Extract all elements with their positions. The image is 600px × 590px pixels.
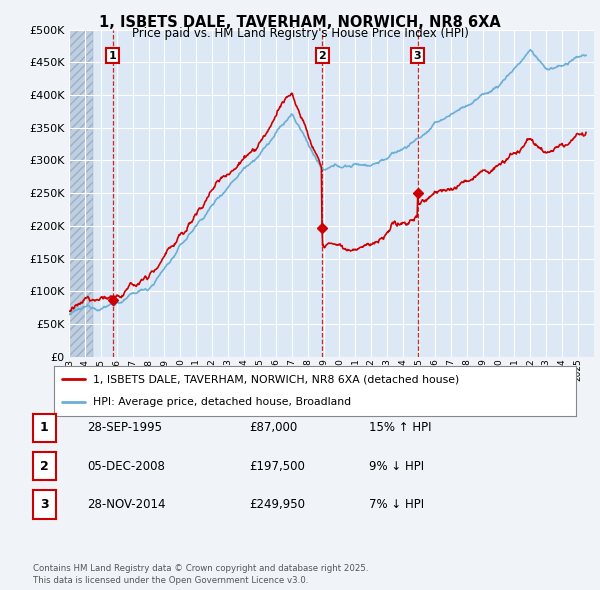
Text: 2: 2	[40, 460, 49, 473]
Text: 1: 1	[40, 421, 49, 434]
Text: £249,950: £249,950	[249, 498, 305, 511]
Text: £197,500: £197,500	[249, 460, 305, 473]
Text: HPI: Average price, detached house, Broadland: HPI: Average price, detached house, Broa…	[93, 398, 351, 408]
Bar	[69, 30, 93, 357]
Text: 3: 3	[40, 498, 49, 511]
Text: 05-DEC-2008: 05-DEC-2008	[87, 460, 165, 473]
Text: Contains HM Land Registry data © Crown copyright and database right 2025.
This d: Contains HM Land Registry data © Crown c…	[33, 565, 368, 585]
Text: 1, ISBETS DALE, TAVERHAM, NORWICH, NR8 6XA (detached house): 1, ISBETS DALE, TAVERHAM, NORWICH, NR8 6…	[93, 374, 460, 384]
Text: 28-SEP-1995: 28-SEP-1995	[87, 421, 162, 434]
Text: 2: 2	[319, 51, 326, 61]
Text: 28-NOV-2014: 28-NOV-2014	[87, 498, 166, 511]
Text: 9% ↓ HPI: 9% ↓ HPI	[369, 460, 424, 473]
Text: 1, ISBETS DALE, TAVERHAM, NORWICH, NR8 6XA: 1, ISBETS DALE, TAVERHAM, NORWICH, NR8 6…	[99, 15, 501, 30]
Text: 7% ↓ HPI: 7% ↓ HPI	[369, 498, 424, 511]
Text: 3: 3	[414, 51, 421, 61]
Text: £87,000: £87,000	[249, 421, 297, 434]
Text: 15% ↑ HPI: 15% ↑ HPI	[369, 421, 431, 434]
Text: Price paid vs. HM Land Registry's House Price Index (HPI): Price paid vs. HM Land Registry's House …	[131, 27, 469, 40]
Text: 1: 1	[109, 51, 116, 61]
